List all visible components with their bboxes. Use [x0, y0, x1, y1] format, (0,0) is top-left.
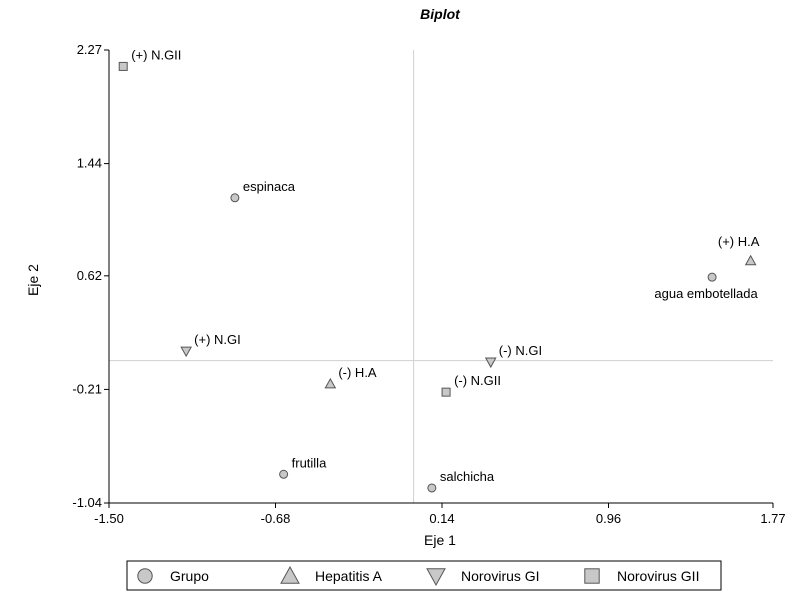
y-tick-label: 2.27 [77, 42, 102, 57]
axes [108, 50, 773, 504]
legend-marker [280, 565, 300, 584]
legend-label: Hepatitis A [315, 568, 383, 584]
legend-box [126, 560, 722, 591]
point-label: espinaca [243, 179, 296, 194]
x-tick-label: -0.68 [261, 511, 291, 526]
y-tick-label: 1.44 [77, 156, 102, 171]
x-tick-label: 0.14 [429, 511, 454, 526]
point-label: agua embotellada [654, 286, 758, 301]
legend-marker [137, 568, 153, 584]
legend-marker [584, 568, 600, 584]
point-marker [484, 357, 497, 369]
x-axis-label: Eje 1 [424, 532, 456, 548]
x-tick-label: 0.96 [596, 511, 621, 526]
reference-lines [109, 50, 773, 503]
point-label: (-) H.A [338, 365, 377, 380]
y-tick-label: -0.21 [72, 381, 102, 396]
point-marker [441, 387, 451, 397]
point-label: salchicha [440, 469, 495, 484]
point-marker [180, 346, 193, 358]
legend-label: Norovirus GII [617, 568, 699, 584]
point-label: (-) N.GII [454, 373, 501, 388]
point-marker [744, 254, 757, 266]
point-label: frutilla [292, 455, 327, 470]
point-marker [279, 469, 289, 479]
legend-marker [426, 568, 446, 587]
point-marker [118, 61, 128, 71]
point-marker [230, 193, 240, 203]
y-axis-label: Eje 2 [25, 264, 41, 296]
x-tick-label: -1.50 [94, 511, 124, 526]
y-tick-label: -1.04 [72, 495, 102, 510]
point-marker [427, 483, 437, 493]
legend-label: Norovirus GI [461, 568, 540, 584]
data-points: (+) N.GII espinaca (+) H.A agua embotellada… [118, 47, 760, 493]
legend-label: Grupo [170, 568, 209, 584]
point-marker [707, 272, 717, 282]
y-tick-label: 0.62 [77, 268, 102, 283]
legend: Grupo Hepatitis A Norovirus GI Norovirus GI… [126, 560, 722, 591]
point-marker [324, 377, 337, 389]
point-label: (+) H.A [718, 234, 760, 249]
y-ticks: -1.04 -0.21 0.62 1.44 2.27 [72, 42, 109, 510]
point-label: (-) N.GI [499, 343, 542, 358]
x-ticks: -1.50 -0.68 0.14 0.96 1.77 [94, 503, 786, 526]
point-label: (+) N.GI [194, 332, 241, 347]
x-tick-label: 1.77 [760, 511, 785, 526]
point-label: (+) N.GII [131, 47, 181, 62]
chart-title: Biplot [420, 6, 461, 22]
